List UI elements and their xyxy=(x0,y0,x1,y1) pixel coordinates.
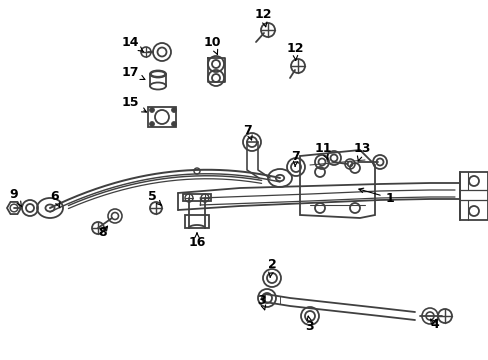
Text: 12: 12 xyxy=(254,8,271,27)
Text: 3: 3 xyxy=(257,293,266,310)
Text: 1: 1 xyxy=(358,188,393,204)
Text: 5: 5 xyxy=(147,189,161,205)
Text: 15: 15 xyxy=(121,96,146,112)
Text: 17: 17 xyxy=(121,66,144,80)
Text: 10: 10 xyxy=(203,36,220,54)
Bar xyxy=(184,215,208,228)
Text: 11: 11 xyxy=(314,141,331,160)
Text: 12: 12 xyxy=(285,41,303,60)
Circle shape xyxy=(149,122,154,126)
Text: 13: 13 xyxy=(353,141,370,161)
Bar xyxy=(148,107,176,127)
Text: 7: 7 xyxy=(243,123,252,140)
Text: 9: 9 xyxy=(10,189,21,207)
Text: 16: 16 xyxy=(188,233,205,249)
Text: 8: 8 xyxy=(99,225,107,238)
Text: 2: 2 xyxy=(267,258,276,277)
Text: 4: 4 xyxy=(429,319,439,332)
Text: 14: 14 xyxy=(121,36,143,52)
Text: 3: 3 xyxy=(305,316,314,333)
Text: 7: 7 xyxy=(291,150,300,166)
Circle shape xyxy=(171,122,176,126)
Circle shape xyxy=(171,108,176,112)
Bar xyxy=(183,194,210,201)
Text: 6: 6 xyxy=(51,189,60,208)
Circle shape xyxy=(149,108,154,112)
